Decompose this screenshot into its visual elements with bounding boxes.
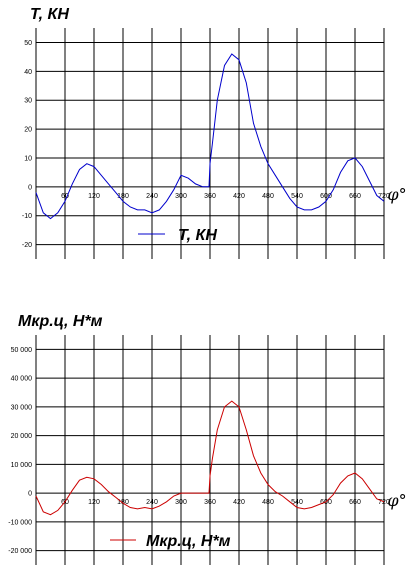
x-tick-label: 540 <box>291 499 303 506</box>
y-tick-label: 30 000 <box>11 404 33 411</box>
x-tick-label: 360 <box>204 193 216 200</box>
x-tick-label: 600 <box>320 193 332 200</box>
y-tick-label: 50 <box>24 40 32 47</box>
x-tick-label: 480 <box>262 499 274 506</box>
series-line <box>35 53 385 220</box>
y-tick-label: -10 000 <box>8 519 32 526</box>
x-tick-label: 60 <box>61 193 69 200</box>
x-tick-label: 600 <box>320 499 332 506</box>
chart-title: T, КН <box>30 6 69 23</box>
legend: T, КН <box>138 227 217 244</box>
y-tick-label: 0 <box>28 184 32 191</box>
y-tick-label: 30 <box>24 98 32 105</box>
x-axis-label: φ° <box>387 491 406 510</box>
x-tick-label: 120 <box>88 193 100 200</box>
y-tick-label: 50 000 <box>11 347 33 354</box>
y-tick-label: -20 000 <box>8 548 32 555</box>
x-tick-label: 540 <box>291 193 303 200</box>
chart-2: Мкр.ц, Н*м 50 000 40 000 30 000 20 000 10 000… <box>8 313 407 565</box>
y-tick-label: 20 <box>24 127 32 134</box>
x-tick-label: 720 <box>378 499 390 506</box>
x-tick-label: 240 <box>146 499 158 506</box>
series-line <box>35 400 385 516</box>
y-tick-label: -20 <box>22 242 32 249</box>
x-tick-label: 360 <box>204 499 216 506</box>
x-tick-label: 420 <box>233 193 245 200</box>
x-axis-label: φ° <box>387 185 406 204</box>
x-tick-label: 660 <box>349 193 361 200</box>
chart-1: T, КН 50 40 30 20 10 0 -10 -20 60 120 180 240 300 360 4… <box>22 6 407 259</box>
y-tick-label: 10 000 <box>11 462 33 469</box>
legend-label: Мкр.ц, Н*м <box>146 533 231 550</box>
x-tick-label: 480 <box>262 193 274 200</box>
y-tick-label: 40 <box>24 69 32 76</box>
y-tick-label: 10 <box>24 155 32 162</box>
y-tick-label: 20 000 <box>11 433 33 440</box>
chart-title: Мкр.ц, Н*м <box>18 313 103 330</box>
x-tick-label: 120 <box>88 499 100 506</box>
x-tick-label: 300 <box>175 499 187 506</box>
x-tick-label: 240 <box>146 193 158 200</box>
legend-label: T, КН <box>178 227 217 244</box>
x-tick-label: 660 <box>349 499 361 506</box>
x-tick-label: 300 <box>175 193 187 200</box>
x-tick-label: 180 <box>117 193 129 200</box>
y-tick-label: 0 <box>28 491 32 498</box>
y-tick-label: -10 <box>22 213 32 220</box>
y-tick-label: 40 000 <box>11 376 33 383</box>
x-tick-label: 420 <box>233 499 245 506</box>
legend: Мкр.ц, Н*м <box>110 533 231 550</box>
x-tick-label: 60 <box>61 499 69 506</box>
x-tick-label: 720 <box>378 193 390 200</box>
